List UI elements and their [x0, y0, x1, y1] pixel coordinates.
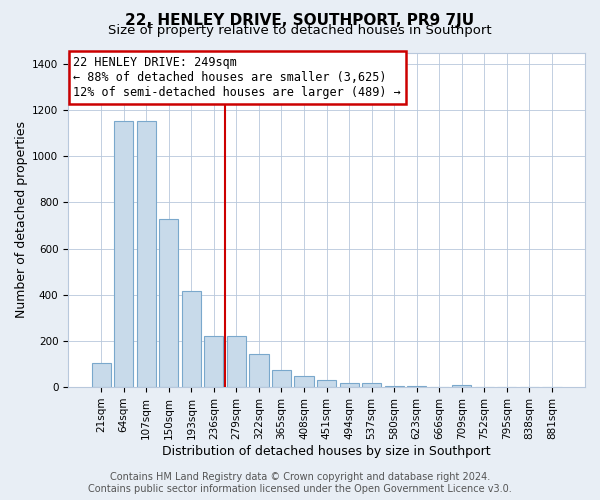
X-axis label: Distribution of detached houses by size in Southport: Distribution of detached houses by size …: [162, 444, 491, 458]
Bar: [227, 336, 246, 387]
Bar: [159, 218, 178, 387]
Bar: [272, 370, 291, 387]
Bar: [295, 376, 314, 387]
Bar: [205, 336, 223, 387]
Text: Contains HM Land Registry data © Crown copyright and database right 2024.
Contai: Contains HM Land Registry data © Crown c…: [88, 472, 512, 494]
Bar: [340, 383, 359, 387]
Bar: [452, 385, 472, 387]
Bar: [250, 354, 269, 387]
Bar: [385, 386, 404, 387]
Bar: [407, 386, 426, 387]
Y-axis label: Number of detached properties: Number of detached properties: [15, 122, 28, 318]
Text: 22, HENLEY DRIVE, SOUTHPORT, PR9 7JU: 22, HENLEY DRIVE, SOUTHPORT, PR9 7JU: [125, 12, 475, 28]
Bar: [317, 380, 336, 387]
Bar: [362, 383, 381, 387]
Bar: [137, 120, 156, 387]
Text: Size of property relative to detached houses in Southport: Size of property relative to detached ho…: [108, 24, 492, 37]
Bar: [182, 292, 201, 387]
Text: 22 HENLEY DRIVE: 249sqm
← 88% of detached houses are smaller (3,625)
12% of semi: 22 HENLEY DRIVE: 249sqm ← 88% of detache…: [73, 56, 401, 99]
Bar: [92, 363, 111, 387]
Bar: [114, 120, 133, 387]
